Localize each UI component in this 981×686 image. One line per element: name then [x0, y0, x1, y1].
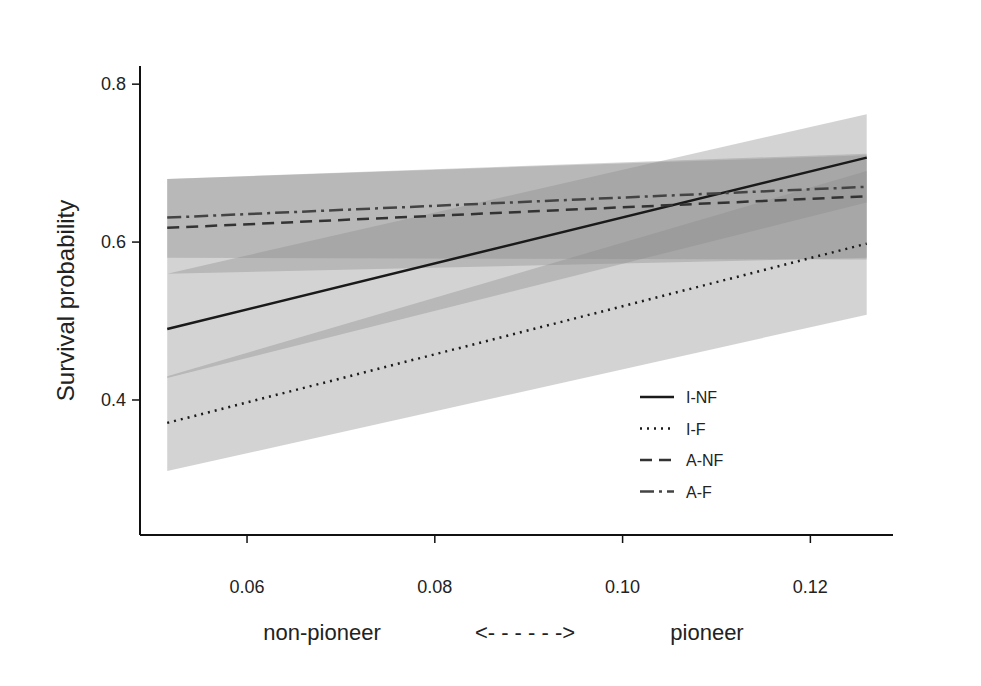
legend: I-NF I-F A-NF A-F	[640, 389, 724, 501]
x-tick	[434, 535, 436, 543]
x-tick-label: 0.12	[793, 577, 828, 597]
y-tick-label: 0.4	[101, 390, 126, 410]
x-tick	[810, 535, 812, 543]
x-tick	[246, 535, 248, 543]
series-line	[167, 196, 866, 228]
legend-label: A-NF	[686, 452, 724, 469]
x-axis-label: <- - - - - ->	[475, 620, 575, 645]
legend-swatch	[640, 490, 674, 493]
x-tick	[622, 535, 624, 543]
legend-swatch	[640, 427, 674, 430]
x-axis-label: pioneer	[670, 620, 743, 645]
series-line	[167, 187, 866, 218]
series-line	[167, 158, 866, 329]
plot-area	[167, 114, 866, 471]
legend-label: I-NF	[686, 389, 717, 406]
y-tick-label: 0.8	[101, 74, 126, 94]
x-axis-label: non-pioneer	[263, 620, 380, 645]
legend-swatch	[640, 396, 674, 399]
x-tick-label: 0.08	[417, 577, 452, 597]
y-tick	[132, 83, 140, 85]
legend-swatch	[640, 459, 674, 462]
legend-label: I-F	[686, 421, 706, 438]
legend-label: A-F	[686, 484, 712, 501]
chart: 0.4 0.6 0.8 0.06 0.08 0.10 0.12 Survival probab…	[0, 0, 981, 686]
y-tick	[132, 241, 140, 243]
x-tick-label: 0.06	[230, 577, 265, 597]
y-tick-label: 0.6	[101, 232, 126, 252]
x-axis	[140, 534, 893, 536]
y-axis	[139, 66, 141, 535]
series-line	[167, 244, 866, 423]
y-axis-label: Survival probability	[52, 200, 79, 401]
x-tick-label: 0.10	[605, 577, 640, 597]
y-tick	[132, 399, 140, 401]
